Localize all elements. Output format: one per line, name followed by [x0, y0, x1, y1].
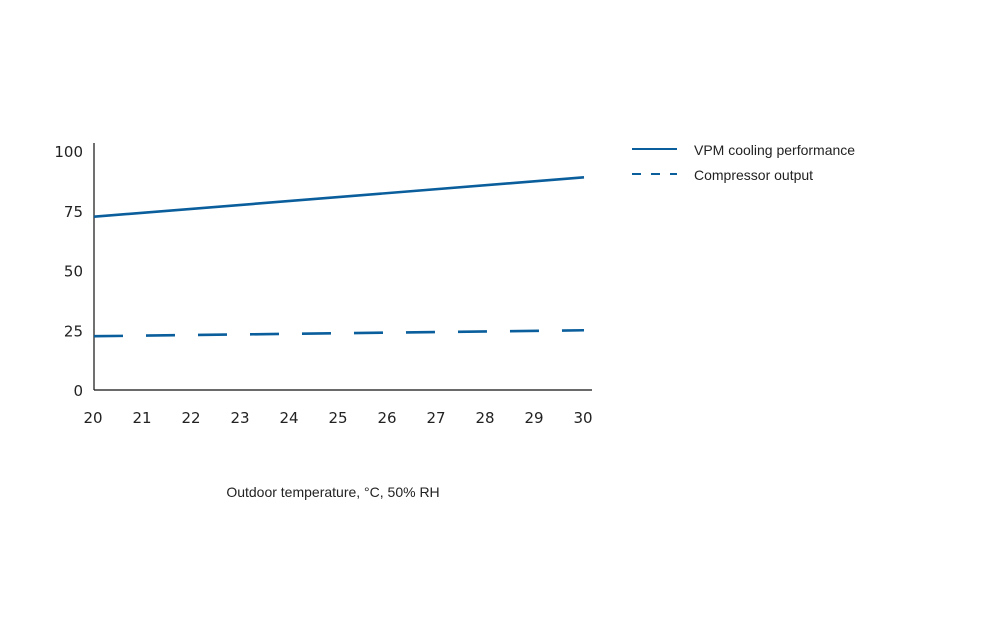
- x-tick-label: 30: [573, 409, 592, 427]
- y-tick-label: 0: [73, 382, 83, 400]
- y-tick-label: 25: [64, 322, 83, 340]
- x-tick-labels: 20 21 22 23 24 25 26 27 28 29 30: [83, 409, 592, 427]
- x-tick-label: 20: [83, 409, 102, 427]
- legend-label-0: VPM cooling performance: [694, 142, 855, 158]
- x-tick-label: 22: [181, 409, 200, 427]
- x-tick-label: 21: [132, 409, 151, 427]
- y-tick-label: 75: [64, 203, 83, 221]
- legend-label-1: Compressor output: [694, 167, 813, 183]
- series-line-0: [93, 175, 585, 219]
- x-axis-title: Outdoor temperature, °C, 50% RH: [226, 484, 439, 500]
- y-tick-labels: 0 25 50 75 100: [54, 143, 83, 400]
- axes: [93, 143, 592, 391]
- y-tick-label: 100: [54, 143, 83, 161]
- series-lines: [93, 175, 585, 338]
- series-line-1: [93, 328, 585, 338]
- x-tick-label: 28: [475, 409, 494, 427]
- y-tick-label: 50: [64, 263, 83, 281]
- x-tick-label: 29: [524, 409, 543, 427]
- legend: VPM cooling performance Compressor output: [632, 142, 855, 183]
- x-tick-label: 26: [377, 409, 396, 427]
- x-tick-label: 23: [230, 409, 249, 427]
- x-tick-label: 25: [328, 409, 347, 427]
- x-tick-label: 24: [279, 409, 298, 427]
- x-tick-label: 27: [426, 409, 445, 427]
